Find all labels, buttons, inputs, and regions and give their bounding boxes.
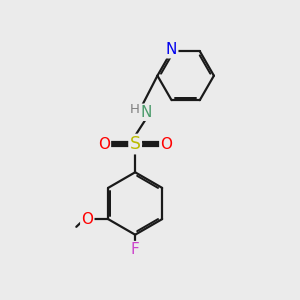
Text: S: S (130, 135, 141, 153)
Text: H: H (130, 103, 140, 116)
Text: N: N (141, 105, 152, 120)
Text: O: O (160, 136, 172, 152)
Text: N: N (166, 42, 177, 57)
Text: F: F (131, 242, 140, 257)
Text: O: O (81, 212, 93, 226)
Text: O: O (98, 136, 110, 152)
